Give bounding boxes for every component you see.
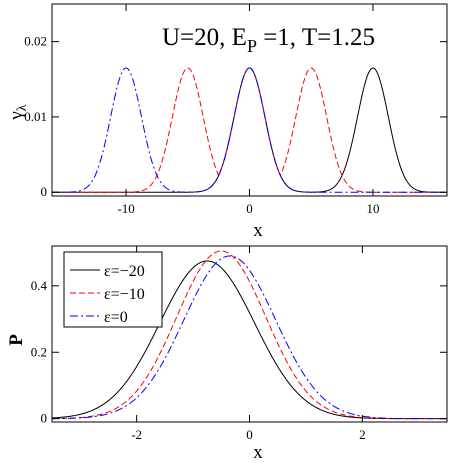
chart-annotation: U=20, EP =1, T=1.25 [162, 24, 375, 56]
top-series-line-1 [52, 67, 447, 193]
bottom-series-line-2 [52, 255, 447, 420]
legend: ε=−20 ε=−10 ε=0 [63, 251, 163, 328]
bottom-axis-ticks: -2 0 2 0 0.2 0.4 [31, 246, 447, 442]
top-x-tick-label: -10 [117, 201, 134, 216]
legend-label-2: ε=0 [104, 309, 128, 326]
bottom-series-lines [52, 250, 447, 420]
top-series-line-2 [52, 67, 447, 193]
top-y-tick-label: 0 [41, 184, 48, 199]
top-series-lines [52, 67, 447, 193]
bottom-x-axis-label: x [253, 442, 263, 463]
top-x-axis-label: x [253, 220, 263, 241]
bottom-x-tick-label: -2 [131, 427, 142, 442]
top-y-axis-label: γλ [6, 104, 30, 120]
top-y-tick-label: 0.02 [24, 34, 47, 49]
bottom-y-tick-label: 0.2 [31, 344, 47, 359]
bottom-x-tick-label: 2 [359, 427, 366, 442]
top-plot-frame [51, 3, 448, 197]
bottom-y-tick-label: 0 [41, 411, 48, 426]
bottom-x-tick-label: 0 [246, 427, 253, 442]
bottom-y-axis-label: P [6, 334, 27, 346]
legend-box [63, 251, 163, 328]
bottom-y-tick-label: 0.4 [31, 278, 48, 293]
top-chart: U=20, EP =1, T=1.25 -10 0 10 0 0.01 0.02 x γλ [6, 3, 448, 241]
legend-label-1: ε=−10 [104, 286, 145, 303]
top-axis-ticks: -10 0 10 0 0.01 0.02 [24, 4, 447, 216]
top-x-tick-label: 0 [246, 201, 253, 216]
bottom-plot-frame [51, 245, 448, 423]
top-series-line-0 [52, 67, 447, 193]
top-x-tick-label: 10 [366, 201, 379, 216]
top-y-tick-label: 0.01 [24, 109, 47, 124]
legend-label-0: ε=−20 [104, 263, 145, 280]
bottom-chart: -2 0 2 0 0.2 0.4 x P ε=−20 ε=−10 ε=0 [6, 245, 448, 463]
